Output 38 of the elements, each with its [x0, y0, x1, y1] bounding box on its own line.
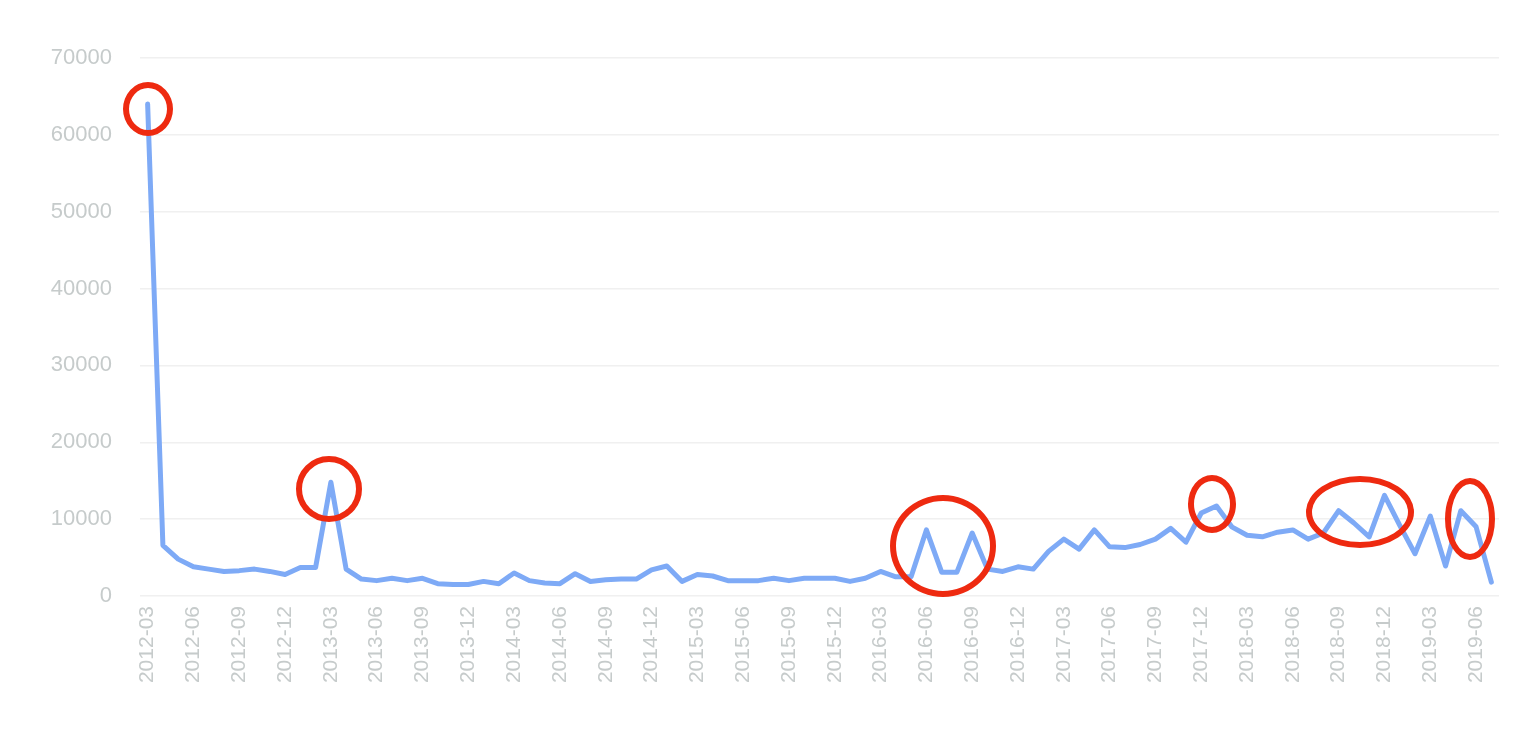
y-tick-label: 30000 [50, 351, 112, 377]
x-tick-label: 2018-03 [1233, 606, 1257, 684]
x-tick-label: 2015-06 [729, 606, 753, 684]
x-tick-label: 2017-12 [1188, 606, 1212, 684]
x-tick-label: 2014-06 [546, 606, 570, 684]
x-tick-label: 2013-09 [409, 606, 433, 684]
y-tick-label: 20000 [50, 428, 112, 454]
y-tick-label: 60000 [50, 120, 112, 146]
x-tick-label: 2015-12 [821, 606, 845, 684]
x-tick-label: 2016-12 [1004, 606, 1028, 684]
x-tick-label: 2018-09 [1325, 606, 1349, 684]
x-tick-label: 2014-12 [638, 606, 662, 684]
x-tick-label: 2015-09 [775, 606, 799, 684]
x-tick-label: 2015-03 [684, 606, 708, 684]
x-tick-label: 2018-12 [1371, 606, 1395, 684]
x-tick-label: 2012-03 [134, 606, 158, 684]
x-tick-label: 2014-03 [500, 606, 524, 684]
y-tick-label: 50000 [50, 197, 112, 223]
y-tick-label: 70000 [50, 44, 112, 70]
x-tick-label: 2019-06 [1462, 606, 1486, 684]
x-tick-label: 2014-09 [592, 606, 616, 684]
x-tick-label: 2017-03 [1050, 606, 1074, 684]
x-tick-label: 2013-12 [455, 606, 479, 684]
x-tick-label: 2012-09 [226, 606, 250, 684]
x-tick-label: 2016-03 [867, 606, 891, 684]
y-tick-label: 0 [99, 582, 112, 608]
x-tick-label: 2018-06 [1279, 606, 1303, 684]
x-tick-label: 2019-03 [1417, 606, 1441, 684]
x-tick-label: 2013-06 [363, 606, 387, 684]
x-tick-label: 2012-06 [180, 606, 204, 684]
x-tick-label: 2016-09 [958, 606, 982, 684]
y-tick-label: 40000 [50, 274, 112, 300]
x-tick-label: 2017-09 [1142, 606, 1166, 684]
y-tick-label: 10000 [50, 505, 112, 531]
x-tick-label: 2013-03 [317, 606, 341, 684]
x-tick-label: 2012-12 [271, 606, 295, 684]
x-tick-label: 2016-06 [913, 606, 937, 684]
x-tick-label: 2017-06 [1096, 606, 1120, 684]
